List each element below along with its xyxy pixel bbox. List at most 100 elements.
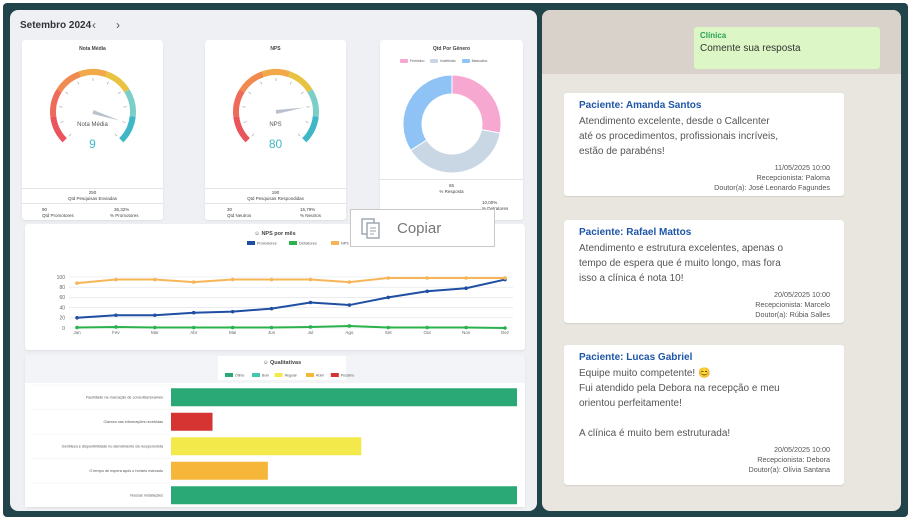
data-point: [114, 277, 118, 282]
category-label: Clareza nas informações recebidas: [103, 420, 163, 424]
data-point: [503, 276, 507, 280]
gauge-tick: [305, 121, 309, 123]
data-point: [386, 325, 391, 330]
legend-label: Ótimo: [235, 373, 244, 378]
data-point: [269, 325, 274, 330]
data-point: [153, 325, 157, 330]
legend-swatch: [306, 373, 314, 377]
bar: [171, 388, 517, 407]
gauge-arc: [233, 116, 250, 143]
data-point: [75, 316, 79, 320]
left-value: 30: [227, 207, 233, 212]
legend-swatch: [331, 241, 339, 245]
data-point: [425, 276, 429, 280]
gauge-label: NPS: [269, 122, 282, 128]
genero-legend: Feminino Indefinido Masculino: [400, 59, 487, 64]
gauge-arc: [261, 69, 291, 78]
data-point: [75, 281, 79, 285]
x-tick-label: Jul: [308, 330, 314, 335]
gauge-needle: [275, 107, 304, 114]
legend-swatch: [247, 241, 255, 245]
nps-card: NPS NPS 80 190 Qtd Pesquisas Respondidas…: [205, 40, 346, 220]
category-label: Nossas instalações: [130, 494, 163, 498]
next-month-button[interactable]: ›: [116, 18, 120, 32]
gauge-tick: [251, 133, 255, 137]
data-point: [114, 325, 118, 329]
x-tick-label: Ago: [345, 330, 354, 335]
data-point: [153, 277, 157, 282]
legend-label: Regular: [285, 374, 298, 378]
series-line: [76, 324, 506, 329]
data-point: [425, 289, 429, 294]
gauge-arc: [56, 71, 81, 93]
gauge-tick: [243, 121, 247, 123]
message-bubble: Paciente: Amanda Santos Atendimento exce…: [564, 93, 844, 196]
data-point: [191, 280, 196, 284]
x-tick-label: Nov: [462, 330, 471, 335]
gauge-tick: [68, 133, 72, 137]
nota-gauge: [50, 69, 136, 143]
right-label: % Neutros: [300, 213, 322, 218]
data-point: [386, 295, 391, 300]
right-value: 10,00%: [482, 200, 498, 205]
prev-month-button[interactable]: ‹: [92, 18, 96, 32]
gauge-tick: [122, 121, 126, 123]
donut-slice: [402, 74, 453, 151]
gauge-tick: [248, 91, 252, 95]
y-tick-label: 40: [59, 305, 65, 311]
y-tick-label: 80: [59, 285, 65, 291]
message-doctor: Doutor(a): Olívia Santana: [748, 465, 831, 474]
card-title: Nota Média: [79, 46, 106, 52]
series-line: [76, 277, 505, 285]
right-value: 15,79%: [300, 207, 316, 212]
gauge-arc: [239, 71, 264, 93]
legend-label: NPS: [341, 242, 349, 246]
left-label: Qtd Promotores: [42, 213, 74, 218]
nps-line-chart: ☺ NPS por mês Promotores Detratores NPS 0 20 4…: [57, 231, 513, 335]
legend-item: Masculino: [461, 59, 487, 64]
legend-swatch: [330, 373, 339, 377]
right-label: % Detratores: [482, 206, 509, 211]
count-label: Qtd Pesquisas Enviadas: [67, 196, 118, 201]
message-text: Equipe muito competente! 😊 Fui atendido …: [579, 368, 780, 439]
copy-button[interactable]: Copiar: [350, 209, 495, 247]
legend-swatch: [289, 241, 297, 245]
x-tick-label: Out: [424, 330, 432, 335]
nota-media-card: Nota Média Nota Média 9 250 Qtd Pesquisa…: [22, 40, 163, 220]
message-doctor: Doutor(a): José Leonardo Fagundes: [714, 183, 830, 192]
nps-gauge: [233, 69, 319, 143]
left-value: 90: [42, 207, 48, 212]
count-label: Qtd Pesquisas Respondidas: [247, 196, 304, 201]
dashboard-panel: Setembro 2024 ‹ › Nota Média Nota Média …: [10, 10, 537, 511]
copy-label: Copiar: [397, 219, 442, 237]
legend-label: Ruim: [316, 374, 324, 378]
gauge-arc: [307, 89, 319, 117]
bar: [171, 412, 213, 431]
x-tick-label: Set: [385, 330, 393, 335]
count-value: 190: [271, 190, 280, 195]
gauge-tick: [117, 91, 121, 95]
x-tick-label: Fev: [112, 330, 120, 335]
legend-item: Indefinido: [430, 59, 456, 64]
right-value: 36,32%: [114, 207, 130, 212]
gauge-arc: [233, 89, 245, 117]
message-text: Atendimento excelente, desde o Callcente…: [579, 116, 778, 157]
gauge-tick: [114, 133, 118, 137]
legend-swatch: [252, 373, 260, 377]
data-point: [308, 325, 313, 329]
x-tick-label: Mar: [151, 330, 159, 335]
left-label: Qtd Neutros: [227, 213, 252, 218]
x-tick-label: Abr: [190, 330, 198, 335]
data-point: [75, 325, 79, 330]
x-tick-label: Jan: [73, 330, 81, 335]
message-date: 20/05/2025 10:00: [774, 290, 830, 299]
legend-label: Péssimo: [341, 374, 354, 378]
reply-bubble[interactable]: Clínica Comente sua resposta: [694, 27, 880, 69]
card-title: Qtd Por Gênero: [432, 46, 471, 52]
data-point: [464, 325, 468, 330]
category-label: Facilidade na marcação de consultas/exam…: [86, 396, 163, 400]
qualitativas-chart: ☺ Qualitativas Ótimo Bom Regular Ruim Péssimo…: [25, 356, 525, 507]
message-bubble: Paciente: Lucas Gabriel Equipe muito com…: [564, 345, 844, 485]
genero-donut: [402, 74, 502, 174]
qualitativas-card: ☺ Qualitativas Ótimo Bom Regular Ruim Péssimo…: [25, 355, 525, 507]
